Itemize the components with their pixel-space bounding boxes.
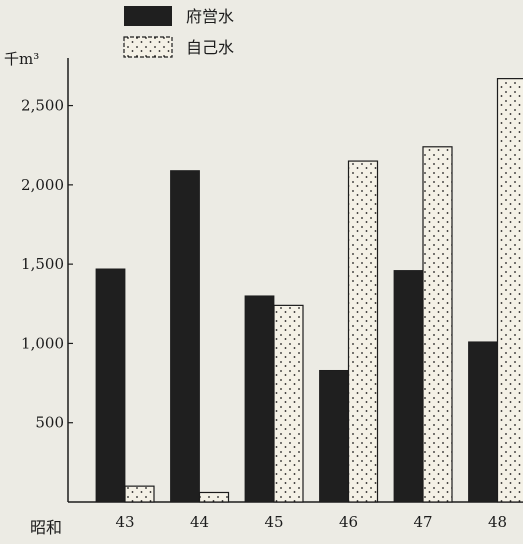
y-ticks: 500 1,000 1,500 2,000 2,500 (21, 97, 73, 432)
y-tick-label: 2,500 (21, 97, 64, 115)
x-tick-labels: 43 44 45 46 47 48 (115, 513, 507, 531)
legend-swatch-series-1 (124, 6, 172, 26)
y-tick-label: 500 (35, 414, 64, 432)
x-era-label: 昭和 (30, 518, 62, 537)
bar-series-2-47 (422, 146, 453, 503)
bar-series-2-44 (198, 491, 230, 503)
bar-series-2-43 (124, 485, 155, 503)
bar-series-1-48 (468, 341, 498, 503)
x-tick-label: 45 (264, 513, 283, 531)
y-unit-label: 千m³ (4, 50, 39, 68)
bar-series-1-46 (319, 369, 349, 503)
bar-series-2-46 (347, 160, 379, 503)
bar-series-1-43 (95, 268, 126, 503)
bar-series-2-48 (496, 78, 523, 503)
bars (95, 78, 523, 503)
x-tick-label: 46 (339, 513, 358, 531)
legend-label-series-1: 府営水 (186, 7, 234, 26)
bar-series-1-45 (244, 295, 275, 503)
x-tick-label: 48 (488, 513, 507, 531)
x-tick-label: 43 (115, 513, 134, 531)
x-tick-label: 44 (190, 513, 209, 531)
bar-series-1-47 (393, 270, 424, 503)
legend: 府営水 自己水 (123, 6, 234, 58)
bar-series-2-45 (273, 304, 304, 503)
y-tick-label: 1,500 (21, 255, 64, 273)
legend-label-series-2: 自己水 (186, 38, 234, 57)
x-tick-label: 47 (413, 513, 432, 531)
y-tick-label: 1,000 (21, 334, 64, 352)
bar-series-1-44 (170, 170, 200, 503)
legend-swatch-series-2 (123, 36, 173, 58)
y-tick-label: 2,000 (21, 176, 64, 194)
